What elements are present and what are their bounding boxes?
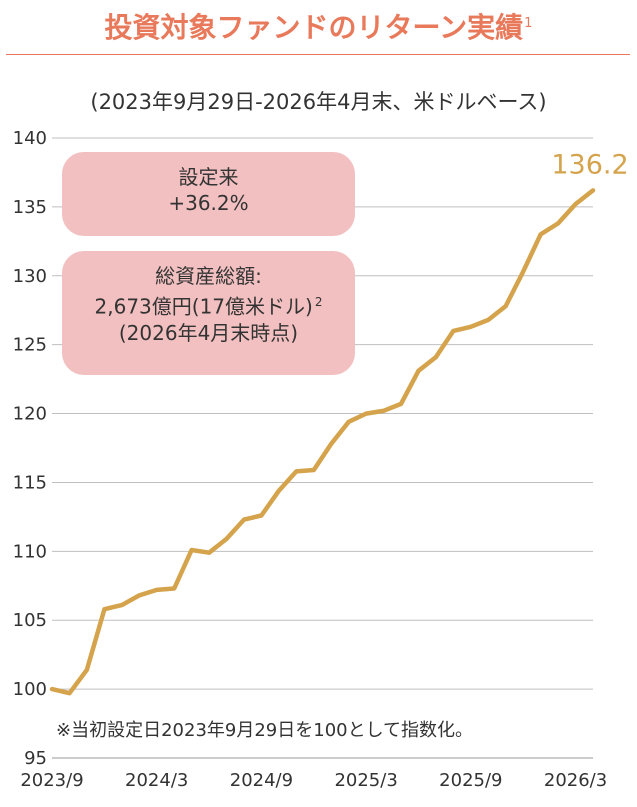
x-tick-2023/9: 2023/9: [20, 770, 83, 791]
total-assets-date: (2026年4月末時点): [118, 320, 299, 345]
y-tick-95: 95: [24, 748, 47, 769]
total-assets-footnote: 2: [314, 295, 323, 309]
total-assets-badge: 総資産総額: 2,673億円(17億米ドル) 2 (2026年4月末時点): [62, 251, 355, 375]
total-assets-label: 総資産総額:: [155, 264, 262, 288]
y-axis-ticks: 95 100 105 110 115 120 125 130 135 140: [13, 128, 47, 769]
y-tick-135: 135: [13, 197, 47, 218]
since-inception-value: +36.2%: [168, 191, 249, 215]
y-tick-105: 105: [13, 610, 47, 631]
x-tick-2026/3: 2026/3: [544, 770, 607, 791]
x-axis-ticks: 2023/9 2024/3 2024/9 2025/3 2025/9 2026/3: [20, 770, 607, 791]
chart-title-text: 投資対象ファンドのリターン実績: [104, 11, 524, 44]
series-line: [49, 188, 596, 696]
y-tick-140: 140: [13, 128, 47, 149]
chart-subtitle: (2023年9月29日-2026年4月末、米ドルベース): [90, 90, 547, 114]
index-note: ※当初設定日2023年9月29日を100として指数化。: [56, 720, 474, 741]
since-inception-label: 設定来: [178, 165, 239, 189]
chart-title: 投資対象ファンドのリターン実績1: [0, 6, 637, 46]
x-tick-2025/3: 2025/3: [334, 770, 397, 791]
series-return-index: [49, 188, 596, 696]
total-assets-value: 2,673億円(17億米ドル): [94, 294, 313, 319]
end-value-label-group: 136.2: [551, 149, 628, 180]
end-value-label: 136.2: [551, 149, 628, 180]
x-tick-2024/3: 2024/3: [125, 770, 188, 791]
total-assets-value-line: 2,673億円(17億米ドル) 2: [62, 289, 355, 320]
x-tick-2024/9: 2024/9: [230, 770, 293, 791]
y-tick-120: 120: [13, 404, 47, 425]
y-tick-115: 115: [13, 472, 47, 493]
y-tick-100: 100: [13, 679, 47, 700]
title-footnote: 1: [524, 15, 533, 31]
y-tick-130: 130: [13, 266, 47, 287]
y-tick-125: 125: [13, 335, 47, 356]
x-tick-2025/9: 2025/9: [439, 770, 502, 791]
since-inception-badge: 設定来 +36.2%: [62, 152, 355, 236]
title-divider: [6, 54, 630, 55]
y-tick-110: 110: [13, 541, 47, 562]
